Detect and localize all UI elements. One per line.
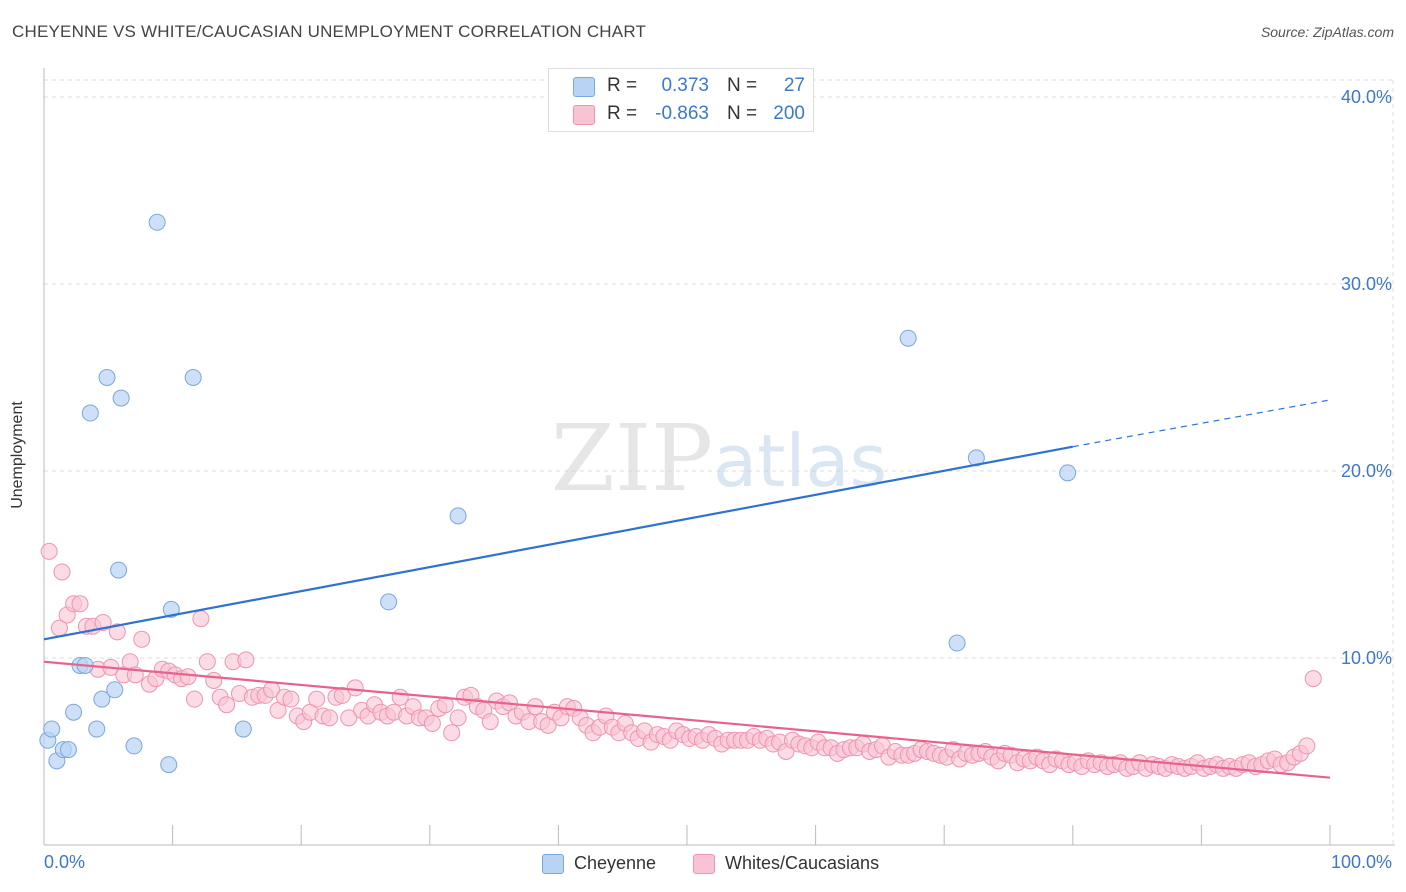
point-whites-caucasians xyxy=(436,696,454,714)
point-whites-caucasians xyxy=(40,542,58,560)
legend-r-label: R = xyxy=(607,75,638,96)
point-cheyenne xyxy=(184,369,202,386)
point-cheyenne xyxy=(93,690,111,708)
point-whites-caucasians xyxy=(282,690,300,708)
point-cheyenne xyxy=(112,389,130,407)
y-axis-label-wrap: Unemployment xyxy=(9,401,27,509)
legend-swatch-cheyenne xyxy=(573,77,595,97)
watermark-atlas: atlas xyxy=(713,419,887,503)
point-whites-caucasians xyxy=(192,610,210,628)
trend-line-whites-caucasians xyxy=(43,660,1331,779)
y-axis-label: Unemployment xyxy=(9,401,26,509)
point-cheyenne xyxy=(106,681,124,699)
legend-r-label: R = xyxy=(607,103,638,124)
trend-line-cheyenne xyxy=(43,445,1074,641)
point-cheyenne xyxy=(380,593,398,611)
point-cheyenne xyxy=(81,404,99,422)
point-whites-caucasians xyxy=(1304,670,1322,688)
legend-row-whites: R = -0.863 N = 200 xyxy=(549,101,813,129)
chart-title: CHEYENNE VS WHITE/CAUCASIAN UNEMPLOYMENT… xyxy=(12,22,647,41)
legend-n-value: 200 xyxy=(773,103,805,124)
legend-r-value: -0.863 xyxy=(655,103,709,124)
watermark: ZIP atlas xyxy=(551,405,887,512)
point-cheyenne xyxy=(59,741,77,759)
point-cheyenne xyxy=(125,737,143,755)
point-whites-caucasians xyxy=(346,679,364,697)
point-whites-caucasians xyxy=(205,671,223,689)
point-cheyenne xyxy=(110,561,128,579)
legend-n-value: 27 xyxy=(783,75,805,96)
point-whites-caucasians xyxy=(185,690,203,708)
source-label: Source: ZipAtlas.com xyxy=(1260,24,1394,40)
point-cheyenne xyxy=(449,507,467,525)
point-whites-caucasians xyxy=(108,623,126,641)
point-cheyenne xyxy=(948,634,966,652)
legend-swatch-whites xyxy=(693,854,715,874)
legend-row-cheyenne: R = 0.373 N = 27 xyxy=(549,73,813,101)
series-cheyenne xyxy=(39,213,1077,774)
legend-stats: R = 0.373 N = 27 R = -0.863 N = 200 xyxy=(548,68,814,132)
point-cheyenne xyxy=(899,329,917,347)
axes xyxy=(43,68,1395,846)
series-whites-caucasians xyxy=(40,542,1322,777)
x-tick-label: 0.0% xyxy=(44,852,85,872)
point-cheyenne xyxy=(43,720,61,738)
point-whites-caucasians xyxy=(53,563,71,581)
tick-labels: 10.0% 20.0% 30.0% 40.0% 0.0% 100.0% xyxy=(44,87,1392,872)
point-whites-caucasians xyxy=(133,630,151,648)
legend-n-label: N = xyxy=(727,103,758,124)
point-cheyenne xyxy=(162,600,180,618)
point-whites-caucasians xyxy=(237,651,255,669)
y-tick-label: 40.0% xyxy=(1341,87,1392,107)
point-cheyenne xyxy=(65,703,83,721)
legend-label-whites: Whites/Caucasians xyxy=(725,853,880,873)
point-whites-caucasians xyxy=(333,686,351,704)
point-cheyenne xyxy=(148,213,166,231)
point-whites-caucasians xyxy=(1298,737,1316,755)
watermark-zip: ZIP xyxy=(551,405,713,512)
legend-swatch-cheyenne xyxy=(542,854,564,874)
legend-swatch-whites xyxy=(573,105,595,125)
point-whites-caucasians xyxy=(423,714,441,732)
point-cheyenne xyxy=(1059,464,1077,482)
legend-series: Cheyenne Whites/Caucasians xyxy=(0,852,1406,878)
point-cheyenne xyxy=(234,720,252,738)
point-whites-caucasians xyxy=(218,696,236,714)
x-tick-label: 100.0% xyxy=(1331,852,1392,872)
point-whites-caucasians xyxy=(71,595,89,613)
point-cheyenne xyxy=(98,369,116,386)
point-whites-caucasians xyxy=(179,668,197,686)
trend-lines xyxy=(43,399,1331,779)
point-whites-caucasians xyxy=(443,724,461,742)
legend-n-label: N = xyxy=(727,75,758,96)
point-cheyenne xyxy=(160,756,178,774)
point-whites-caucasians xyxy=(320,709,338,727)
point-whites-caucasians xyxy=(340,709,358,727)
y-tick-label: 20.0% xyxy=(1341,461,1392,481)
point-cheyenne xyxy=(88,720,106,738)
point-cheyenne xyxy=(967,449,985,467)
legend-label-cheyenne: Cheyenne xyxy=(574,853,657,873)
point-whites-caucasians xyxy=(308,690,326,708)
y-tick-label: 10.0% xyxy=(1341,648,1392,668)
point-whites-caucasians xyxy=(198,653,216,671)
point-whites-caucasians xyxy=(449,709,467,727)
legend-r-value: 0.373 xyxy=(661,75,709,96)
point-whites-caucasians xyxy=(481,713,499,731)
y-tick-label: 30.0% xyxy=(1341,274,1392,294)
trend-line-cheyenne-extension xyxy=(1072,399,1331,448)
